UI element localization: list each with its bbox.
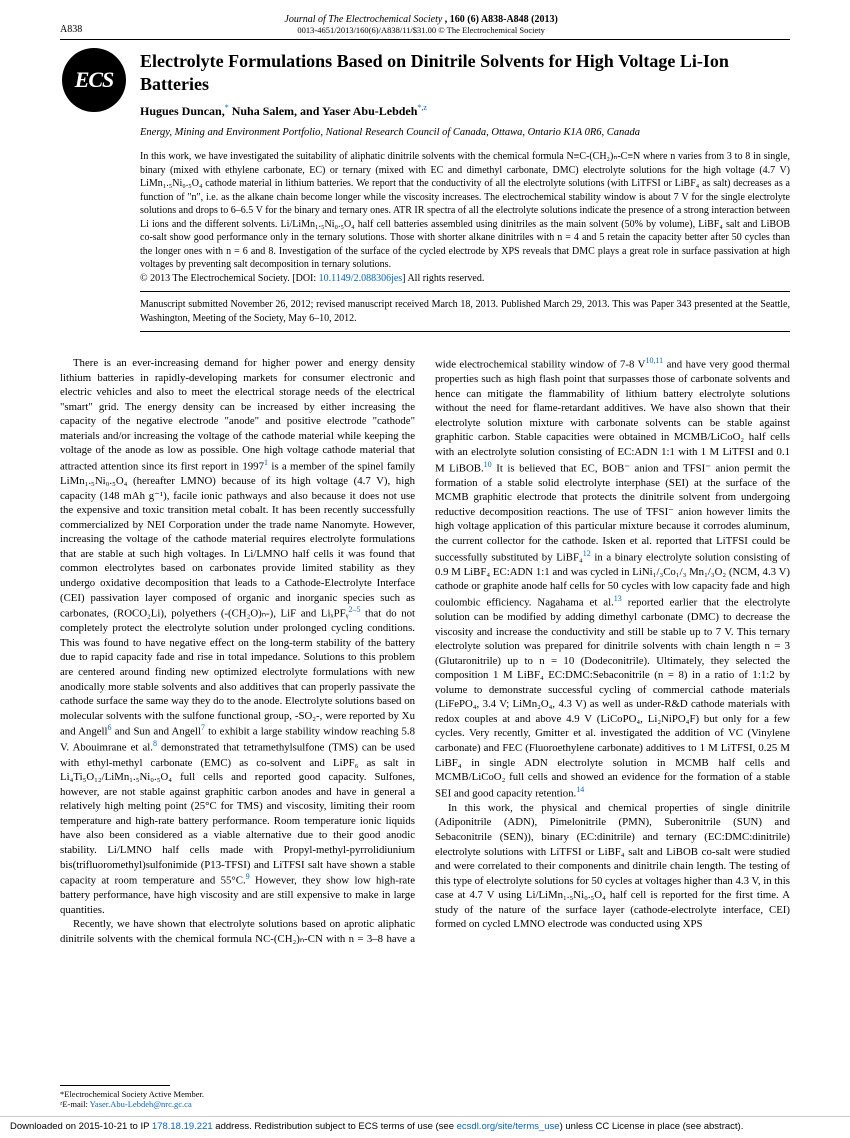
article-title: Electrolyte Formulations Based on Dinitr… bbox=[140, 50, 790, 95]
footnote-1: *Electrochemical Society Active Member. bbox=[60, 1089, 410, 1100]
footnotes: *Electrochemical Society Active Member. … bbox=[60, 1085, 410, 1110]
footnote-rule bbox=[60, 1085, 170, 1086]
affiliation: Energy, Mining and Environment Portfolio… bbox=[140, 127, 790, 138]
ip-address: 178.18.19.221 bbox=[152, 1121, 213, 1132]
ref-10[interactable]: 10 bbox=[484, 460, 492, 469]
ref-13[interactable]: 13 bbox=[614, 594, 622, 603]
doi-link[interactable]: 10.1149/2.088306jes bbox=[319, 273, 403, 284]
ref-14[interactable]: 14 bbox=[576, 785, 584, 794]
ref-10-11[interactable]: 10,11 bbox=[645, 356, 663, 365]
abstract: In this work, we have investigated the s… bbox=[140, 150, 790, 285]
page-number: A838 bbox=[60, 24, 82, 35]
email-link[interactable]: Yaser.Abu-Lebdeh@nrc.gc.ca bbox=[90, 1099, 192, 1109]
ref-2-5[interactable]: 2–5 bbox=[348, 605, 360, 614]
ecs-logo-icon: ECS bbox=[62, 48, 126, 112]
manuscript-rule bbox=[140, 331, 790, 332]
manuscript-info: Manuscript submitted November 26, 2012; … bbox=[140, 298, 790, 325]
download-bar: Downloaded on 2015-10-21 to IP 178.18.19… bbox=[0, 1116, 850, 1138]
journal-citation: Journal of The Electrochemical Society ,… bbox=[82, 14, 760, 35]
footnote-2: ᶻE-mail: Yaser.Abu-Lebdeh@nrc.gc.ca bbox=[60, 1099, 410, 1110]
ref-12[interactable]: 12 bbox=[583, 549, 591, 558]
terms-link[interactable]: ecsdl.org/site/terms_use bbox=[457, 1121, 560, 1132]
authors: Hugues Duncan,* Nuha Salem, and Yaser Ab… bbox=[140, 103, 790, 119]
body-text: There is an ever-increasing demand for h… bbox=[0, 338, 850, 946]
title-block: ECS Electrolyte Formulations Based on Di… bbox=[0, 40, 850, 332]
page-header: A838 Journal of The Electrochemical Soci… bbox=[0, 0, 850, 37]
abstract-rule bbox=[140, 291, 790, 292]
